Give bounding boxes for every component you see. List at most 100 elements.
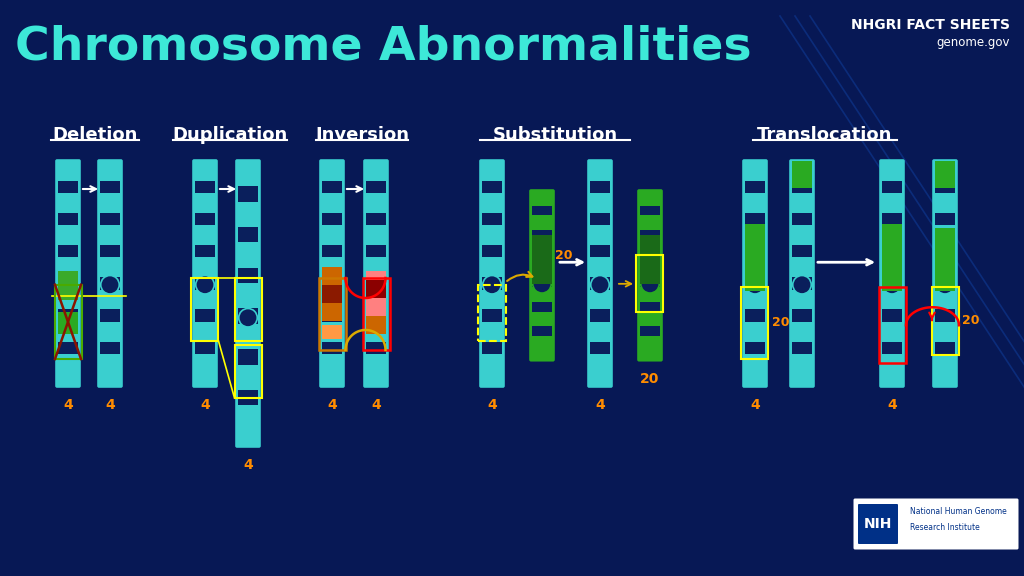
Bar [58, 213, 78, 225]
Bar [793, 309, 812, 322]
Text: Chromosome Abnormalities: Chromosome Abnormalities [15, 24, 752, 69]
Circle shape [367, 275, 385, 294]
Text: 4: 4 [751, 398, 760, 412]
Bar [883, 213, 902, 225]
Bar [239, 227, 258, 242]
Bar [196, 213, 215, 225]
Text: 4: 4 [887, 398, 897, 412]
Bar [532, 254, 552, 263]
Bar [745, 309, 765, 322]
Bar [935, 278, 954, 290]
Bar [482, 245, 502, 257]
Bar [745, 213, 765, 225]
Text: Inversion: Inversion [315, 126, 409, 144]
Bar [482, 342, 502, 354]
Bar [367, 213, 386, 225]
Bar [640, 206, 659, 215]
FancyBboxPatch shape [858, 504, 898, 544]
Circle shape [745, 275, 764, 294]
Bar [793, 213, 812, 225]
Bar [935, 161, 955, 188]
Bar [367, 309, 386, 322]
Circle shape [58, 275, 77, 294]
Bar [793, 342, 812, 354]
Bar [196, 181, 215, 193]
Bar [741, 287, 768, 359]
Bar [482, 278, 502, 290]
Circle shape [323, 275, 341, 294]
Bar [640, 278, 659, 287]
FancyBboxPatch shape [637, 189, 663, 362]
Bar [57, 312, 79, 334]
Bar [935, 181, 954, 193]
Bar [366, 281, 386, 298]
Bar [745, 278, 765, 290]
Bar [239, 186, 258, 202]
Text: Deletion: Deletion [52, 126, 137, 144]
Bar [54, 285, 82, 359]
Bar [239, 349, 258, 365]
Bar [366, 298, 386, 316]
Bar [531, 235, 552, 255]
Bar [883, 278, 902, 290]
Circle shape [239, 309, 257, 327]
Bar [640, 253, 660, 284]
Bar [640, 230, 659, 239]
Bar [532, 327, 552, 336]
FancyBboxPatch shape [55, 159, 81, 388]
FancyBboxPatch shape [479, 159, 505, 388]
Bar [482, 181, 502, 193]
Text: NIH: NIH [864, 517, 892, 531]
Bar [367, 181, 386, 193]
Bar [745, 245, 765, 257]
Bar [882, 224, 902, 291]
FancyBboxPatch shape [319, 159, 345, 388]
Bar [100, 278, 120, 290]
Bar [57, 271, 79, 301]
Bar [935, 213, 954, 225]
Bar [482, 213, 502, 225]
Bar [196, 342, 215, 354]
Bar [58, 245, 78, 257]
Bar [58, 309, 78, 322]
Bar [793, 181, 812, 193]
Text: Substitution: Substitution [493, 126, 617, 144]
Bar [640, 254, 659, 263]
Text: National Human Genome: National Human Genome [910, 507, 1007, 517]
Circle shape [100, 275, 119, 294]
Bar [590, 342, 610, 354]
Bar [367, 245, 386, 257]
Text: Translocation: Translocation [758, 126, 893, 144]
Text: genome.gov: genome.gov [937, 36, 1010, 49]
Bar [100, 213, 120, 225]
Text: Duplication: Duplication [172, 126, 288, 144]
Bar [532, 278, 552, 287]
Bar [745, 181, 765, 193]
Circle shape [532, 275, 551, 293]
Bar [793, 278, 812, 290]
Bar [323, 181, 342, 193]
Bar [935, 309, 954, 322]
Bar [322, 303, 342, 321]
Bar [366, 271, 386, 285]
FancyBboxPatch shape [364, 159, 389, 388]
Circle shape [883, 275, 901, 294]
Bar [362, 278, 389, 350]
Bar [745, 342, 765, 354]
FancyBboxPatch shape [790, 159, 815, 388]
Bar [323, 213, 342, 225]
Bar [100, 245, 120, 257]
FancyBboxPatch shape [742, 159, 768, 388]
Bar [590, 245, 610, 257]
Bar [234, 278, 261, 341]
FancyBboxPatch shape [880, 159, 905, 388]
Bar [590, 278, 610, 290]
Bar [883, 181, 902, 193]
Bar [744, 224, 765, 291]
Bar [531, 253, 552, 284]
Bar [58, 278, 78, 290]
Bar [935, 245, 954, 257]
Circle shape [793, 275, 811, 294]
Bar [532, 302, 552, 312]
Text: 4: 4 [63, 398, 73, 412]
